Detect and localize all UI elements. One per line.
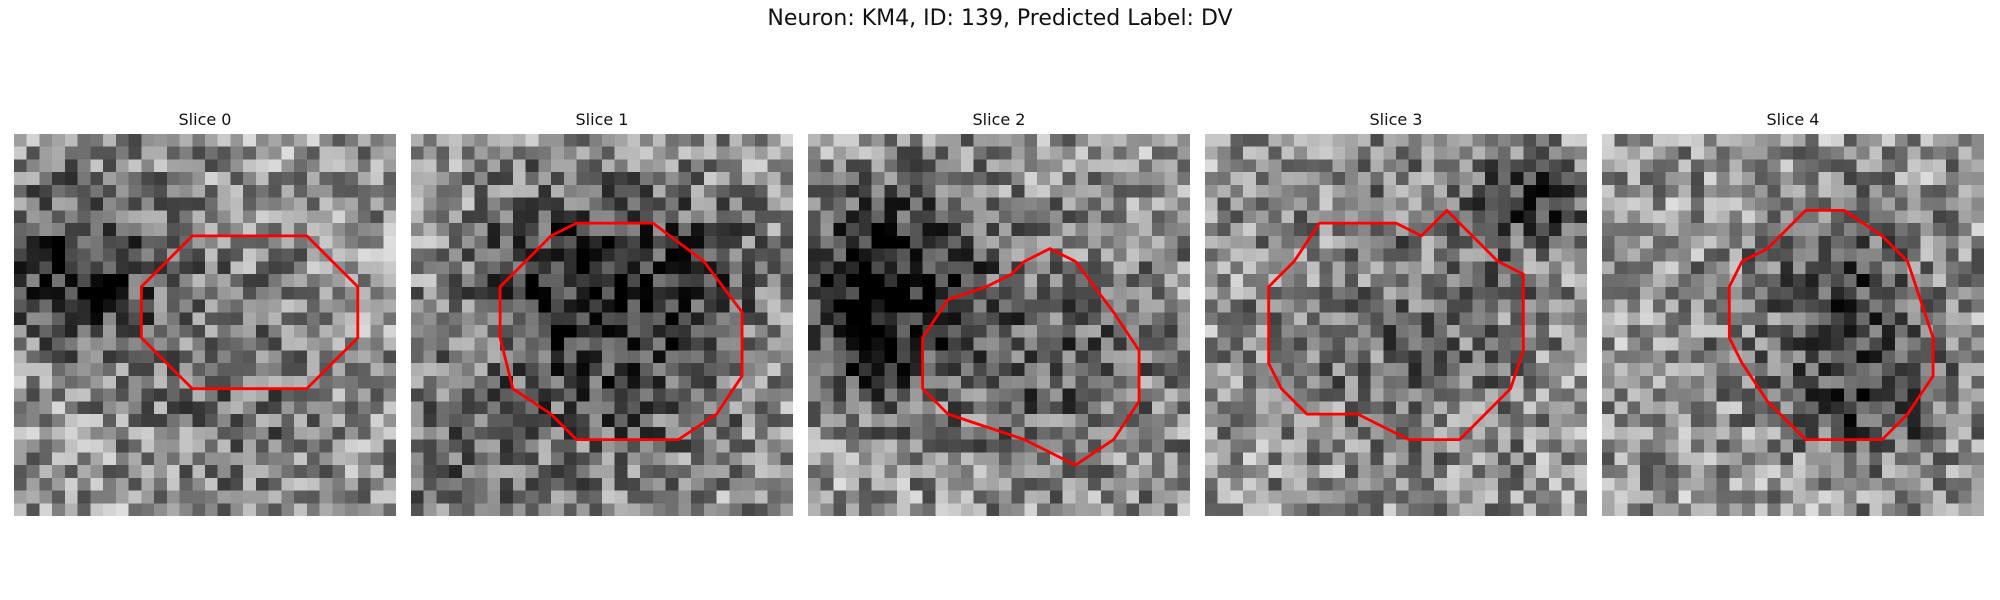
figure-title: Neuron: KM4, ID: 139, Predicted Label: D… xyxy=(767,6,1233,31)
roi-contour xyxy=(139,234,360,391)
slice-image xyxy=(808,134,1190,516)
roi-contour xyxy=(1727,208,1935,442)
slice-title: Slice 1 xyxy=(575,110,629,129)
contour-overlay xyxy=(1727,208,1935,442)
roi-contour xyxy=(921,247,1141,467)
slice-title: Slice 4 xyxy=(1766,110,1820,129)
slice-image xyxy=(1205,134,1587,516)
grayscale-image-slice-2 xyxy=(808,134,1190,516)
contour-overlay xyxy=(139,234,360,391)
slice-image xyxy=(14,134,396,516)
slice-image xyxy=(1602,134,1984,516)
slice-panel-2: Slice 2 xyxy=(808,108,1190,516)
slice-image xyxy=(411,134,793,516)
contour-overlay xyxy=(498,221,744,442)
slice-title: Slice 3 xyxy=(1369,110,1423,129)
contour-overlay xyxy=(1267,208,1525,442)
grayscale-image-slice-0 xyxy=(14,134,396,516)
grayscale-image-slice-1 xyxy=(411,134,793,516)
contour-overlay xyxy=(921,247,1141,467)
slice-panel-1: Slice 1 xyxy=(411,108,793,516)
slice-title: Slice 2 xyxy=(972,110,1026,129)
roi-contour xyxy=(498,221,744,442)
roi-contour xyxy=(1267,208,1525,442)
slice-panel-3: Slice 3 xyxy=(1205,108,1587,516)
slice-title: Slice 0 xyxy=(178,110,232,129)
slice-panel-4: Slice 4 xyxy=(1602,108,1984,516)
slice-panel-0: Slice 0 xyxy=(14,108,396,516)
grayscale-image-slice-4 xyxy=(1602,134,1984,516)
